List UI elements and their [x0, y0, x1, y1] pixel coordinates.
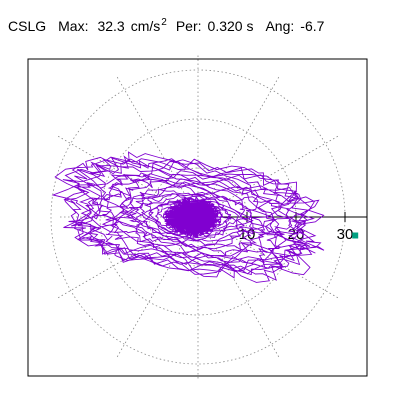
grid-spoke-330 [197, 216, 339, 299]
grid-spoke-300 [197, 216, 280, 358]
grid-spoke-120 [116, 76, 199, 218]
max-value: 32.3 [97, 18, 125, 34]
max-unit-exponent: 2 [161, 17, 167, 28]
angle-label: Ang: [265, 18, 295, 34]
station-code: CSLG [8, 18, 47, 34]
chart-header: CSLG Max: 32.3 cm/s2 Per: 0.320 s Ang: -… [8, 17, 324, 37]
radial-tick-label-10: 10 [239, 226, 256, 243]
grid-spoke-60 [197, 76, 280, 218]
max-label: Max: [58, 18, 89, 34]
radial-tick-label-30: 30 [337, 226, 354, 243]
grid-spoke-150 [57, 135, 199, 218]
period-label: Per: [175, 18, 202, 34]
max-unit-base: cm/s [130, 18, 161, 34]
grid-spoke-240 [116, 216, 199, 358]
peak-marker [352, 232, 359, 239]
max-unit: cm/s2 [131, 17, 167, 34]
particle-motion-trace [51, 151, 325, 283]
period-value: 0.320 s [207, 18, 254, 34]
grid-spoke-210 [57, 216, 199, 299]
angle-value: -6.7 [300, 18, 325, 34]
